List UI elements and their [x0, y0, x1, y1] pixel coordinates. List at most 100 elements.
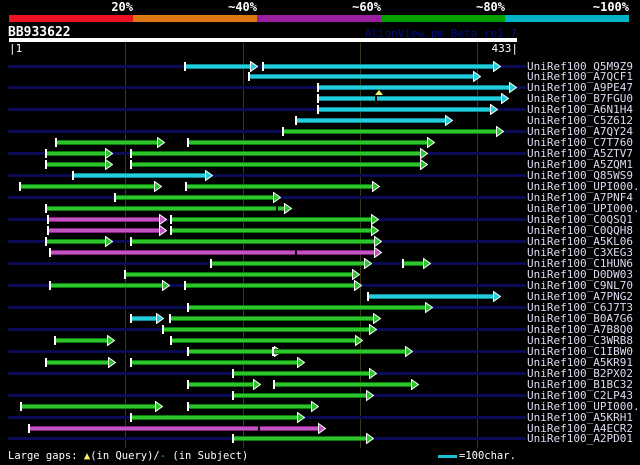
hit-label[interactable]: UniRef100_C3WRB8: [527, 333, 633, 347]
hit-label[interactable]: UniRef100_A7QCF1: [527, 70, 633, 84]
alignment-segment[interactable]: [130, 356, 305, 368]
hit-label[interactable]: UniRef100_A7PNF4: [527, 191, 633, 205]
alignment-segment[interactable]: [184, 279, 363, 291]
alignment-segment[interactable]: [170, 214, 379, 226]
segment-start-tick: [272, 346, 275, 356]
alignment-segment[interactable]: [130, 312, 164, 324]
alignment-segment[interactable]: [170, 225, 379, 237]
hit-label[interactable]: UniRef100_A5KR91: [527, 355, 633, 369]
alignment-segment[interactable]: [168, 312, 381, 324]
hit-label[interactable]: UniRef100_B2PX02: [527, 366, 633, 380]
hit-label[interactable]: UniRef100_B0A7G6: [527, 311, 633, 325]
hit-label[interactable]: UniRef100_A5ZQM1: [527, 158, 633, 172]
hit-label[interactable]: UniRef100_A7B8Q0: [527, 322, 633, 336]
hit-label[interactable]: UniRef100_C6J7T3: [527, 300, 633, 314]
hit-label[interactable]: UniRef100_C1HUN6: [527, 256, 633, 270]
alignment-segment[interactable]: [49, 279, 170, 291]
alignment-segment[interactable]: [44, 148, 114, 160]
alignment-segment[interactable]: [210, 257, 372, 269]
alignment-segment[interactable]: [367, 290, 501, 302]
alignment-segment[interactable]: [261, 60, 501, 72]
alignment-segment[interactable]: [186, 137, 435, 149]
hit-label[interactable]: UniRef100_C5Z612: [527, 114, 633, 128]
hit-label[interactable]: UniRef100_B7FGU0: [527, 92, 633, 106]
arrow-right-icon: [419, 159, 428, 171]
alignment-segment[interactable]: [28, 422, 326, 434]
alignment-segment[interactable]: [273, 378, 419, 390]
alignment-segment[interactable]: [18, 181, 162, 193]
alignment-segment[interactable]: [232, 433, 374, 445]
alignment-segment[interactable]: [161, 323, 378, 335]
alignment-segment[interactable]: [232, 367, 378, 379]
alignment-segment[interactable]: [19, 400, 163, 412]
alignment-segment[interactable]: [124, 268, 360, 280]
hit-label[interactable]: UniRef100_B1BC32: [527, 377, 633, 391]
hit-label[interactable]: UniRef100_A5KRH1: [527, 410, 633, 424]
alignment-segment[interactable]: [44, 236, 114, 248]
alignment-segment[interactable]: [232, 389, 374, 401]
hit-label[interactable]: UniRef100_C0QQH8: [527, 224, 633, 238]
hit-label[interactable]: UniRef100_A7PNG2: [527, 289, 633, 303]
hit-label[interactable]: UniRef100_A2PD01: [527, 432, 633, 446]
alignment-segment[interactable]: [71, 170, 214, 182]
alignment-segment[interactable]: [402, 257, 432, 269]
alignment-segment[interactable]: [186, 301, 433, 313]
hit-label[interactable]: UniRef100_A5KL06: [527, 235, 633, 249]
hit-label[interactable]: UniRef100_Q85WS9: [527, 169, 633, 183]
hit-label[interactable]: UniRef100_UPI000..: [527, 202, 640, 216]
segment-bar: [132, 414, 299, 420]
segment-bar: [234, 436, 368, 442]
alignment-segment[interactable]: [316, 82, 518, 94]
alignment-segment[interactable]: [130, 148, 428, 160]
hit-label[interactable]: UniRef100_C2LP43: [527, 388, 633, 402]
hit-label[interactable]: UniRef100_UPI000..: [527, 180, 640, 194]
hit-label[interactable]: UniRef100_A9PE47: [527, 81, 633, 95]
segment-start-tick: [130, 313, 133, 323]
hit-label[interactable]: UniRef100_C9NL70: [527, 278, 633, 292]
alignment-segment[interactable]: [281, 126, 505, 138]
hit-label[interactable]: UniRef100_C3XEG3: [527, 245, 633, 259]
segment-bar: [46, 359, 110, 365]
alignment-segment[interactable]: [316, 93, 509, 105]
segment-bar: [132, 239, 377, 245]
alignment-segment[interactable]: [130, 159, 428, 171]
alignment-segment[interactable]: [247, 71, 481, 83]
alignment-segment[interactable]: [53, 334, 115, 346]
alignment-segment[interactable]: [46, 214, 168, 226]
alignment-segment[interactable]: [186, 378, 262, 390]
hit-label[interactable]: UniRef100_C0QSQ1: [527, 213, 633, 227]
alignment-segment[interactable]: [44, 356, 116, 368]
hit-label[interactable]: UniRef100_UPI000..: [527, 399, 640, 413]
segment-bar: [318, 96, 503, 102]
arrow-right-icon: [296, 411, 305, 423]
alignment-segment[interactable]: [55, 137, 166, 149]
hit-label[interactable]: UniRef100_A4ECR2: [527, 421, 633, 435]
hit-label[interactable]: UniRef100_D0DW03: [527, 267, 633, 281]
alignment-segment[interactable]: [294, 115, 453, 127]
alignment-segment[interactable]: [272, 345, 413, 357]
alignment-segment[interactable]: [170, 334, 364, 346]
hit-label[interactable]: UniRef100_C1IBW0: [527, 344, 633, 358]
subject-gap-mark: [258, 425, 261, 431]
header-divider: [9, 38, 517, 42]
hit-label[interactable]: UniRef100_A7QY24: [527, 125, 633, 139]
alignment-segment[interactable]: [316, 104, 499, 116]
segment-bar: [187, 184, 374, 190]
scale-bar-label: =100char.: [459, 450, 516, 462]
alignment-segment[interactable]: [44, 159, 114, 171]
hit-label[interactable]: UniRef100_A6N1H4: [527, 103, 633, 117]
alignment-segment[interactable]: [113, 192, 282, 204]
hit-label[interactable]: UniRef100_Q5M9Z9: [527, 59, 633, 73]
alignment-segment[interactable]: [184, 60, 258, 72]
alignment-segment[interactable]: [130, 411, 305, 423]
alignment-segment[interactable]: [46, 225, 168, 237]
alignment-segment[interactable]: [185, 181, 380, 193]
hit-label[interactable]: UniRef100_C7T760: [527, 136, 633, 150]
alignment-segment[interactable]: [186, 345, 283, 357]
alignment-segment[interactable]: [186, 400, 319, 412]
alignment-segment[interactable]: [49, 246, 383, 258]
alignment-segment[interactable]: [44, 203, 292, 215]
hit-label[interactable]: UniRef100_A5ZTV7: [527, 147, 633, 161]
segment-start-tick: [130, 160, 133, 170]
alignment-segment[interactable]: [130, 236, 383, 248]
